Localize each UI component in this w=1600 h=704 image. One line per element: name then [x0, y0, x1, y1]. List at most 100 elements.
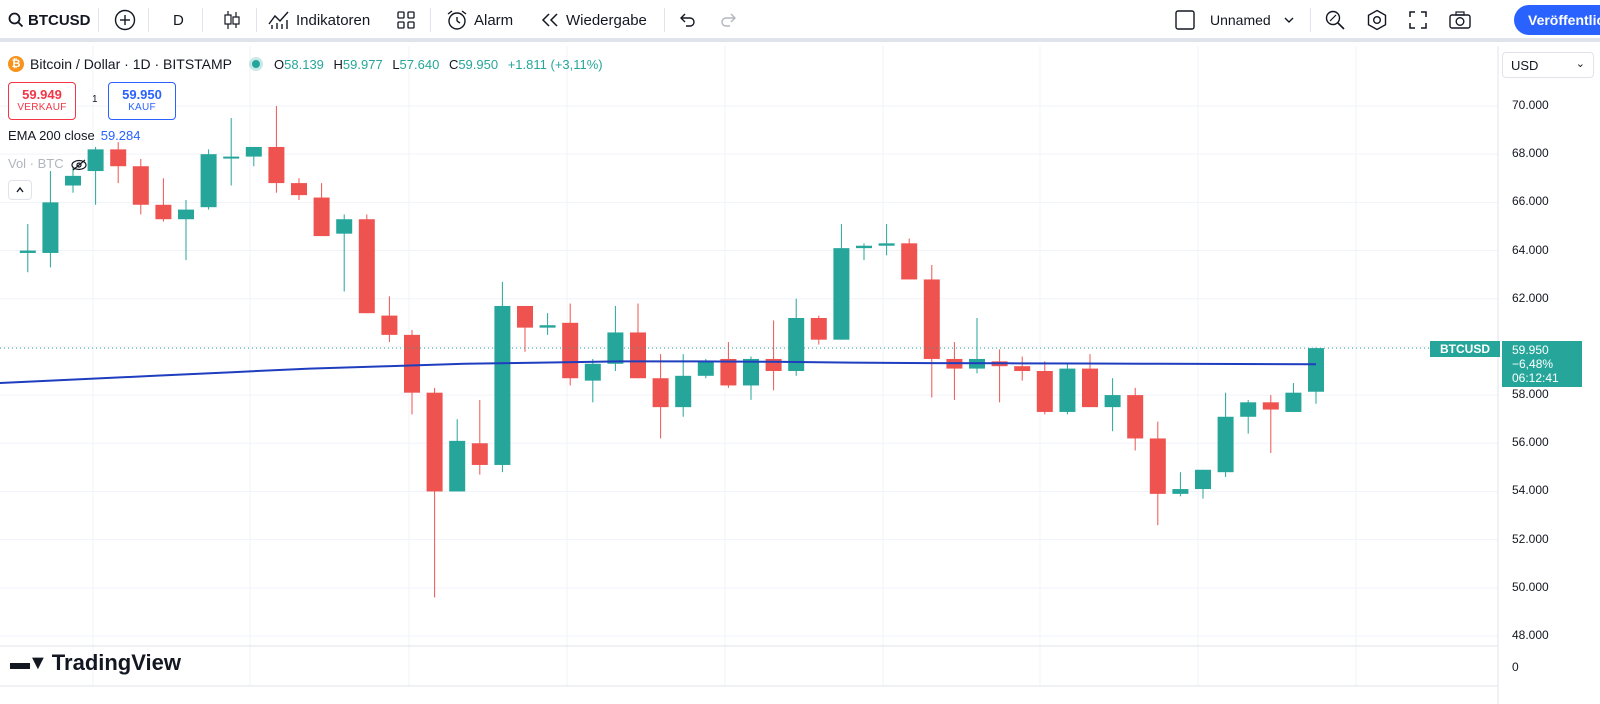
currency-label: USD	[1511, 57, 1539, 73]
buy-price: 59.950	[122, 87, 162, 102]
symbol-price-badge: BTCUSD	[1430, 341, 1500, 357]
candle-body	[291, 183, 307, 196]
candle-body	[1240, 402, 1257, 417]
top-toolbar: BTCUSD D Indikatoren Alarm Wiedergabe Un…	[0, 0, 1600, 42]
candle-body	[1217, 416, 1234, 473]
undo-icon	[680, 13, 695, 27]
ema-200-line	[0, 360, 1317, 384]
current-change: −6,48%	[1512, 357, 1554, 371]
sell-button[interactable]: 59.949 VERKAUF	[8, 82, 76, 120]
plus-circle-icon	[114, 9, 136, 31]
price-axis-tick: 56.000	[1512, 435, 1549, 450]
candle-body	[245, 146, 262, 157]
chevron-down-icon	[1284, 17, 1294, 23]
candle-body	[1285, 392, 1302, 412]
redo-button[interactable]	[720, 0, 738, 40]
price-axis-tick: 64.000	[1512, 242, 1549, 257]
alarm-clock-icon	[447, 10, 467, 30]
candle-body	[1036, 371, 1053, 412]
fullscreen-icon	[1409, 11, 1427, 29]
redo-icon	[721, 13, 736, 27]
fullscreen-button[interactable]	[1408, 0, 1428, 40]
chart-type-button[interactable]	[222, 0, 242, 40]
price-axis-tick: 68.000	[1512, 146, 1549, 161]
undo-button[interactable]	[678, 0, 696, 40]
logo-text: TradingView	[51, 650, 181, 675]
price-axis-tick: 70.000	[1512, 98, 1549, 112]
candle-body	[765, 358, 782, 371]
ema-label: EMA 200 close	[8, 128, 95, 143]
eye-crossed-icon[interactable]	[71, 159, 87, 171]
search-icon	[8, 12, 24, 28]
candle-body	[200, 154, 217, 208]
volume-legend[interactable]: Vol · BTC	[8, 156, 87, 171]
candle-body	[449, 440, 466, 492]
collapse-legend-button[interactable]	[8, 180, 32, 200]
candle-body	[923, 279, 940, 359]
replay-button[interactable]: Wiedergabe	[540, 0, 647, 40]
ema-legend[interactable]: EMA 200 close 59.284	[8, 128, 140, 143]
candle-body	[539, 325, 556, 328]
candle-body	[697, 361, 714, 376]
candle-body	[833, 248, 850, 340]
symbol-legend[interactable]: ₿ Bitcoin / Dollar · 1D · BITSTAMP O58.1…	[8, 56, 603, 72]
buy-button[interactable]: 59.950 KAUF	[108, 82, 176, 120]
candle-body	[517, 305, 533, 328]
indicators-label: Indikatoren	[296, 11, 371, 29]
price-axis-tick: 52.000	[1512, 531, 1549, 546]
replay-label: Wiedergabe	[566, 11, 647, 29]
candle-body	[132, 166, 149, 205]
candle-body	[1149, 438, 1166, 494]
candle-body	[178, 209, 194, 220]
snapshot-button[interactable]	[1448, 0, 1472, 40]
grid-icon	[397, 11, 415, 29]
symbol-search-button[interactable]: BTCUSD	[8, 0, 91, 40]
quick-search-button[interactable]	[1324, 0, 1346, 40]
compare-button[interactable]	[114, 0, 136, 40]
candle-body	[675, 375, 692, 408]
tradingview-logo: ▬▼ TradingView	[10, 650, 181, 676]
volume-label: Vol · BTC	[8, 156, 64, 171]
current-price: 59.950	[1512, 343, 1549, 357]
alert-button[interactable]: Alarm	[446, 0, 513, 40]
candle-body	[607, 332, 624, 364]
publish-button[interactable]: Veröffentlichen	[1514, 5, 1600, 35]
sell-label: VERKAUF	[17, 102, 67, 113]
symbol-label: BTCUSD	[28, 11, 91, 29]
market-open-icon	[252, 60, 261, 68]
templates-button[interactable]	[396, 0, 416, 40]
candle-body	[1059, 368, 1076, 412]
candle-body	[878, 243, 895, 246]
tv-logo-icon: ▬▼	[10, 651, 48, 674]
price-axis-tick: 50.000	[1512, 579, 1549, 594]
candle-body	[404, 334, 420, 393]
price-chart[interactable]	[0, 46, 1600, 704]
candle-body	[381, 315, 398, 335]
chart-pane[interactable]: ₿ Bitcoin / Dollar · 1D · BITSTAMP O58.1…	[0, 46, 1600, 704]
ohlc-values: O58.139 H59.977 L57.640 C59.950 +1.811 (…	[274, 56, 603, 72]
candle-body	[1014, 366, 1031, 371]
candle-body	[65, 175, 81, 186]
candle-body	[1172, 489, 1189, 494]
indicators-icon	[268, 11, 289, 29]
candle-body	[268, 146, 285, 184]
candle-body	[584, 363, 601, 381]
candle-body	[336, 219, 353, 234]
candle-body	[562, 322, 579, 379]
price-axis-tick: 54.000	[1512, 483, 1549, 498]
candle-body	[426, 392, 443, 492]
bitcoin-icon: ₿	[8, 56, 24, 72]
indicators-button[interactable]: Indikatoren	[268, 0, 370, 40]
legend-title: Bitcoin / Dollar · 1D · BITSTAMP	[30, 56, 233, 72]
candle-body	[494, 305, 511, 465]
layout-menu-button[interactable]: Unnamed	[1174, 0, 1295, 40]
currency-select[interactable]: USD ⌄	[1502, 52, 1594, 78]
candle-body	[901, 243, 918, 280]
interval-button[interactable]: D	[173, 0, 184, 40]
chevron-down-icon: ⌄	[1575, 58, 1585, 70]
settings-button[interactable]	[1366, 0, 1388, 40]
candle-body	[471, 443, 488, 465]
candle-body	[1195, 469, 1211, 490]
candle-body	[1082, 368, 1098, 408]
interval-label: D	[173, 11, 184, 29]
